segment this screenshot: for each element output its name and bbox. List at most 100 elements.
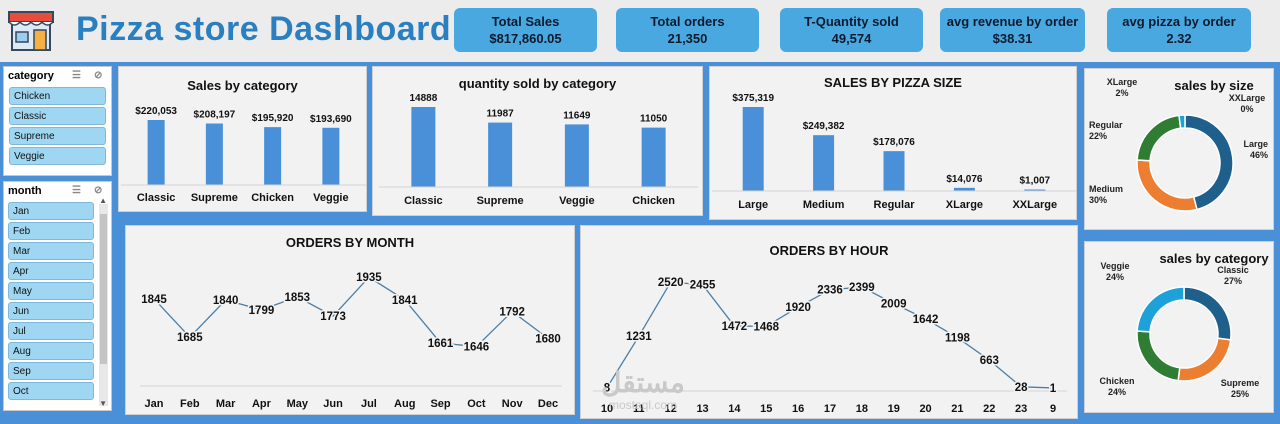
qty-by-category-chart: 14888 Classic 11987 Supreme 11649 Veggie 11050… (379, 93, 698, 207)
slicer-item[interactable]: Aug (8, 342, 94, 360)
scrollbar-thumb[interactable] (100, 214, 107, 364)
orders-by-hour-chart: 8101231112520122455131472141468151920162… (593, 276, 1067, 415)
kpi-label: Total orders (650, 14, 725, 29)
data-label: $193,690 (310, 114, 352, 125)
data-label: 1468 (753, 321, 779, 333)
kpi-label: avg pizza by order (1122, 14, 1236, 29)
x-tick-label: Apr (252, 398, 272, 410)
sales-by-size-donut-panel: sales by size Large 46% Medium 30% Regular 22… (1084, 68, 1274, 230)
data-label: $208,197 (194, 110, 236, 121)
slice-value-label: 27% (1224, 276, 1242, 286)
bar (322, 127, 340, 185)
x-tick-label: Medium (803, 199, 845, 211)
slicer-scrollbar[interactable] (99, 204, 108, 406)
data-label: 1845 (141, 294, 167, 306)
x-tick-label: Chicken (632, 195, 675, 207)
slicer-item[interactable]: Feb (8, 222, 94, 240)
data-label: 1685 (177, 332, 203, 344)
data-label: $178,076 (873, 137, 915, 148)
slice-value-label: 22% (1089, 131, 1107, 141)
clear-filter-icon[interactable]: ⊘ (94, 185, 103, 196)
slice-label: XLarge (1107, 77, 1138, 87)
x-tick-label: 20 (919, 403, 931, 415)
data-label: 1661 (428, 338, 454, 350)
slice-label: Classic (1217, 265, 1249, 275)
x-tick-label: 15 (760, 403, 772, 415)
kpi-total-sales: Total Sales $817,860.05 (454, 8, 597, 52)
pie-slice (1183, 286, 1232, 341)
x-tick-label: Oct (467, 398, 486, 410)
slicer-item[interactable]: Jul (8, 322, 94, 340)
slicer-title: month (8, 185, 42, 197)
bar (488, 122, 513, 187)
slice-label: Regular (1089, 120, 1123, 130)
slicer-item[interactable]: Chicken (9, 87, 106, 105)
data-label: 11050 (640, 114, 668, 125)
data-label: $14,076 (946, 174, 983, 185)
pie-slice (1136, 330, 1181, 382)
data-label: $1,007 (1020, 176, 1051, 187)
bar (813, 135, 835, 191)
data-label: 11649 (563, 110, 591, 121)
slicer-item[interactable]: Jan (8, 202, 94, 220)
scroll-down-icon[interactable]: ▼ (99, 399, 107, 408)
data-label: 2455 (690, 280, 716, 292)
sales-by-category-donut-panel: sales by category Classic 27% Supreme 25% Ch… (1084, 241, 1274, 413)
slicer-item[interactable]: May (8, 282, 94, 300)
slicer-item[interactable]: Supreme (9, 127, 106, 145)
data-label: 11987 (486, 109, 514, 120)
month-slicer: month ☰ ⊘ Jan Feb Mar Apr May Jun Jul Au… (3, 181, 112, 411)
x-tick-label: Mar (216, 398, 236, 410)
slicer-item[interactable]: Sep (8, 362, 94, 380)
x-tick-label: 16 (792, 403, 804, 415)
bar (953, 187, 975, 191)
watermark-logo: مستقل mostaql.com (583, 368, 703, 413)
slicer-item[interactable]: Classic (9, 107, 106, 125)
x-tick-label: 17 (824, 403, 836, 415)
chart-title: ORDERS BY MONTH (285, 235, 415, 250)
slice-value-label: 0% (1240, 104, 1253, 114)
data-label: 1920 (785, 302, 811, 314)
x-tick-label: Aug (394, 398, 415, 410)
bar (883, 151, 905, 191)
x-tick-label: Dec (538, 398, 558, 410)
sales-by-category-chart: $220,053 Classic $208,197 Supreme $195,920 Ch… (121, 106, 366, 204)
orders-by-month-panel: ORDERS BY MONTH 1845 Jan 1685 Feb 1840 Mar 179… (125, 225, 575, 415)
bar (1024, 189, 1046, 191)
slicer-item[interactable]: Apr (8, 262, 94, 280)
multi-select-icon[interactable]: ☰ (72, 185, 81, 196)
data-label: 1935 (356, 272, 382, 284)
multi-select-icon[interactable]: ☰ (72, 70, 81, 81)
bar (205, 123, 223, 185)
slicer-item[interactable]: Veggie (9, 147, 106, 165)
data-label: 1198 (945, 333, 971, 345)
pizza-store-icon (8, 11, 54, 51)
pie-slice (1184, 114, 1234, 211)
slice-value-label: 30% (1089, 195, 1107, 205)
clear-filter-icon[interactable]: ⊘ (94, 70, 103, 81)
kpi-value: $817,860.05 (489, 31, 562, 46)
x-tick-label: Regular (874, 199, 916, 211)
bar (564, 124, 589, 187)
kpi-total-orders: Total orders 21,350 (616, 8, 759, 52)
slice-label: Large (1243, 139, 1268, 149)
x-tick-label: 19 (888, 403, 900, 415)
x-tick-label: Feb (180, 398, 200, 410)
pie-slice (1136, 159, 1198, 212)
watermark-text: mostaql.com (608, 398, 678, 412)
x-tick-label: Classic (137, 192, 176, 204)
x-tick-label: Nov (502, 398, 524, 410)
kpi-avg-revenue: avg revenue by order $38.31 (940, 8, 1085, 52)
scroll-up-icon[interactable]: ▲ (99, 196, 107, 205)
slice-label: Chicken (1099, 376, 1134, 386)
chart-title: quantity sold by category (458, 76, 617, 91)
kpi-avg-pizza: avg pizza by order 2.32 (1107, 8, 1251, 52)
slicer-item[interactable]: Mar (8, 242, 94, 260)
data-label: 2336 (817, 285, 843, 297)
slicer-item[interactable]: Jun (8, 302, 94, 320)
slicer-item[interactable]: Oct (8, 382, 94, 400)
slice-value-label: 25% (1231, 389, 1249, 399)
x-tick-label: XLarge (946, 199, 983, 211)
kpi-quantity-sold: T-Quantity sold 49,574 (780, 8, 923, 52)
